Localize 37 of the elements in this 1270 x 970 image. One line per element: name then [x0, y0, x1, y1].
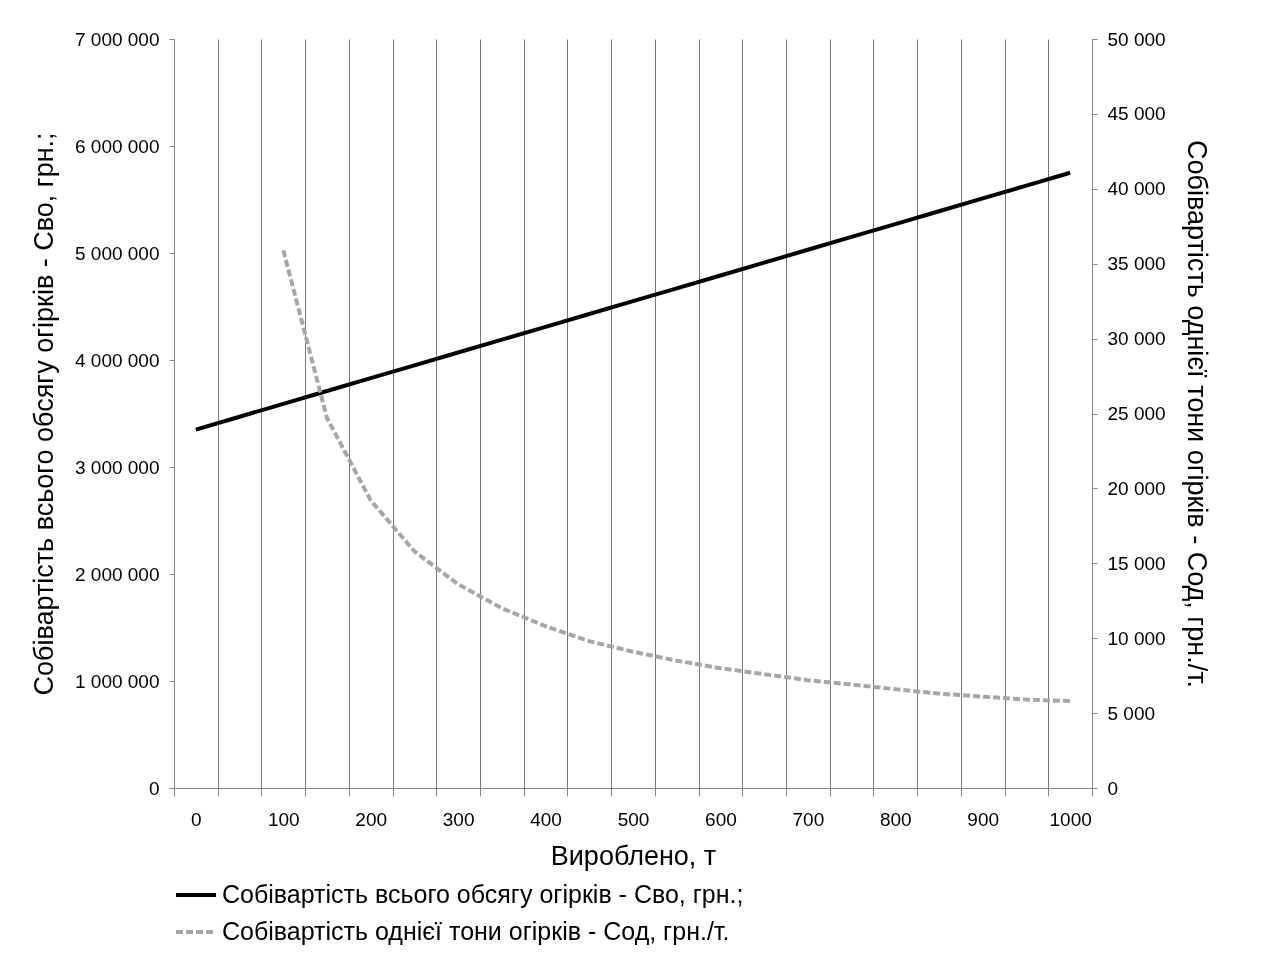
legend-label: Собівартість однієї тони огірків - Сод, грн./т. [222, 917, 730, 945]
y-tick-label: 4 000 000 [74, 349, 160, 371]
y2-tick-label: 5 000 [1107, 702, 1156, 724]
y2-tick-label: 25 000 [1107, 403, 1166, 424]
legend-label: Собівартість всього обсягу огірків - Сво, грн.; [222, 880, 744, 908]
y-tick-label: 6 000 000 [74, 135, 160, 157]
x-tick-label: 900 [967, 808, 1000, 830]
x-tick-label: 600 [705, 808, 737, 830]
y-tick-label: 1 000 000 [74, 670, 160, 692]
x-tick-label: 400 [530, 808, 562, 830]
y2-tick-label: 45 000 [1107, 103, 1166, 125]
y-tick-label: 0 [148, 777, 160, 799]
x-tick-label: 200 [355, 808, 388, 830]
line-series [281, 248, 1073, 704]
x-axis-title: Вироблено, т [550, 840, 717, 871]
y-tick-label: 2 000 000 [74, 563, 160, 585]
x-tick-label: 300 [442, 808, 475, 830]
y2-axis-title: Собівартість однієї тони огірків - Сод, грн./т. [1181, 139, 1212, 689]
y2-tick-label: 40 000 [1107, 178, 1166, 200]
y2-tick-label: 50 000 [1107, 28, 1166, 50]
y2-tick-label: 10 000 [1107, 627, 1166, 649]
x-tick-label: 1000 [1049, 808, 1092, 830]
y-tick-label: 7 000 000 [74, 28, 160, 50]
y2-tick-label: 20 000 [1107, 477, 1166, 499]
y2-tick-label: 35 000 [1107, 253, 1166, 275]
x-tick-label: 800 [879, 808, 912, 830]
x-tick-label: 500 [617, 808, 650, 830]
y-tick-label: 5 000 000 [74, 242, 160, 264]
x-tick-label: 100 [267, 808, 300, 830]
y-tick-label: 3 000 000 [74, 456, 160, 478]
y2-tick-label: 15 000 [1107, 552, 1166, 574]
line-series [193, 170, 1073, 432]
x-tick-label: 0 [191, 808, 202, 830]
y2-tick-label: 0 [1107, 777, 1119, 799]
y-axis-title: Собівартість всього обсягу огірків - Сво, грн.; [28, 132, 59, 696]
y2-tick-label: 30 000 [1107, 328, 1166, 350]
x-tick-label: 700 [792, 808, 825, 830]
